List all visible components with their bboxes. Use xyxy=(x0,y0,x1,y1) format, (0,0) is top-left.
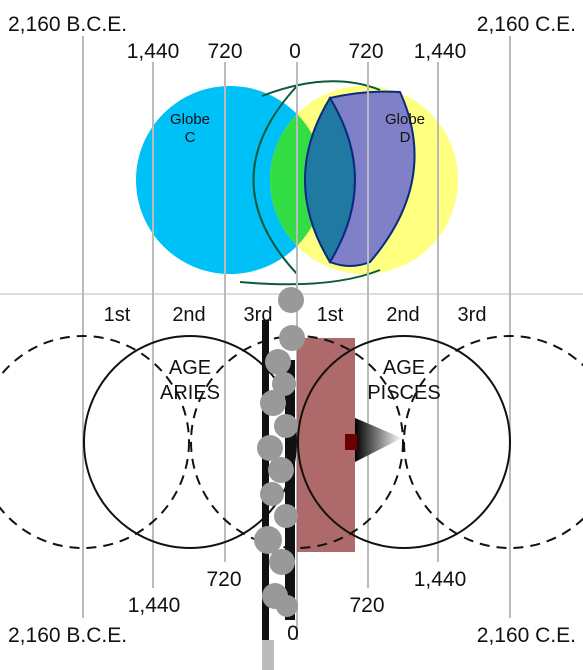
purple-lens xyxy=(328,90,416,267)
third-label-1: 1st xyxy=(104,304,131,326)
age-pisces-line1: AGE xyxy=(383,357,425,379)
third-label-5: 2nd xyxy=(386,304,419,326)
bottom-right-1440: 1,440 xyxy=(414,568,467,591)
circle-dashed-left-outer xyxy=(0,335,190,549)
bottom-left-end-label: 2,160 B.C.E. xyxy=(8,624,127,647)
top-tick-1440-left: 1,440 xyxy=(127,40,180,63)
bottom-scale: 720 1,440 1,440 720 2,160 B.C.E. 2,160 C… xyxy=(8,568,576,647)
top-scale: 2,160 B.C.E. 2,160 C.E. 1,440 720 0 720 … xyxy=(8,13,576,63)
globe-c-label-line2: C xyxy=(185,129,196,146)
third-label-4: 1st xyxy=(317,304,344,326)
lens-left-outline xyxy=(252,85,298,275)
top-tick-1440-right: 1,440 xyxy=(414,40,467,63)
beam-source xyxy=(345,434,357,450)
globe-labels: Globe C Globe D xyxy=(170,111,425,146)
top-tick-0: 0 xyxy=(289,40,301,63)
top-right-end-label: 2,160 C.E. xyxy=(477,13,576,36)
age-pisces-line2: PISCES xyxy=(367,382,440,404)
circle-pisces xyxy=(297,335,511,549)
center-column xyxy=(254,287,305,670)
globe-d-label-line1: Globe xyxy=(385,111,425,128)
circle-dashed-right xyxy=(403,335,583,549)
bottom-center-0: 0 xyxy=(287,622,299,645)
thirds-labels: 1st 2nd 3rd 1st 2nd 3rd xyxy=(104,304,487,326)
globe-c xyxy=(136,86,324,274)
third-label-6: 3rd xyxy=(458,304,487,326)
circle-aries xyxy=(83,335,297,549)
bottom-right-720: 720 xyxy=(349,594,384,617)
bottom-right-end-label: 2,160 C.E. xyxy=(477,624,576,647)
light-beam xyxy=(355,418,402,462)
globe-d-label-line2: D xyxy=(400,129,411,146)
top-left-end-label: 2,160 B.C.E. xyxy=(8,13,127,36)
grid-lines xyxy=(82,36,511,640)
globe-c-label-line1: Globe xyxy=(170,111,210,128)
bottom-left-1440: 1,440 xyxy=(128,594,181,617)
age-aries-line2: ARIES xyxy=(160,382,220,404)
top-tick-720-left: 720 xyxy=(207,40,242,63)
age-labels: AGE ARIES AGE PISCES xyxy=(160,357,441,404)
age-aries-line1: AGE xyxy=(169,357,211,379)
bottom-left-720: 720 xyxy=(206,568,241,591)
third-label-2: 2nd xyxy=(172,304,205,326)
top-tick-720-right: 720 xyxy=(348,40,383,63)
third-label-3: 3rd xyxy=(244,304,273,326)
